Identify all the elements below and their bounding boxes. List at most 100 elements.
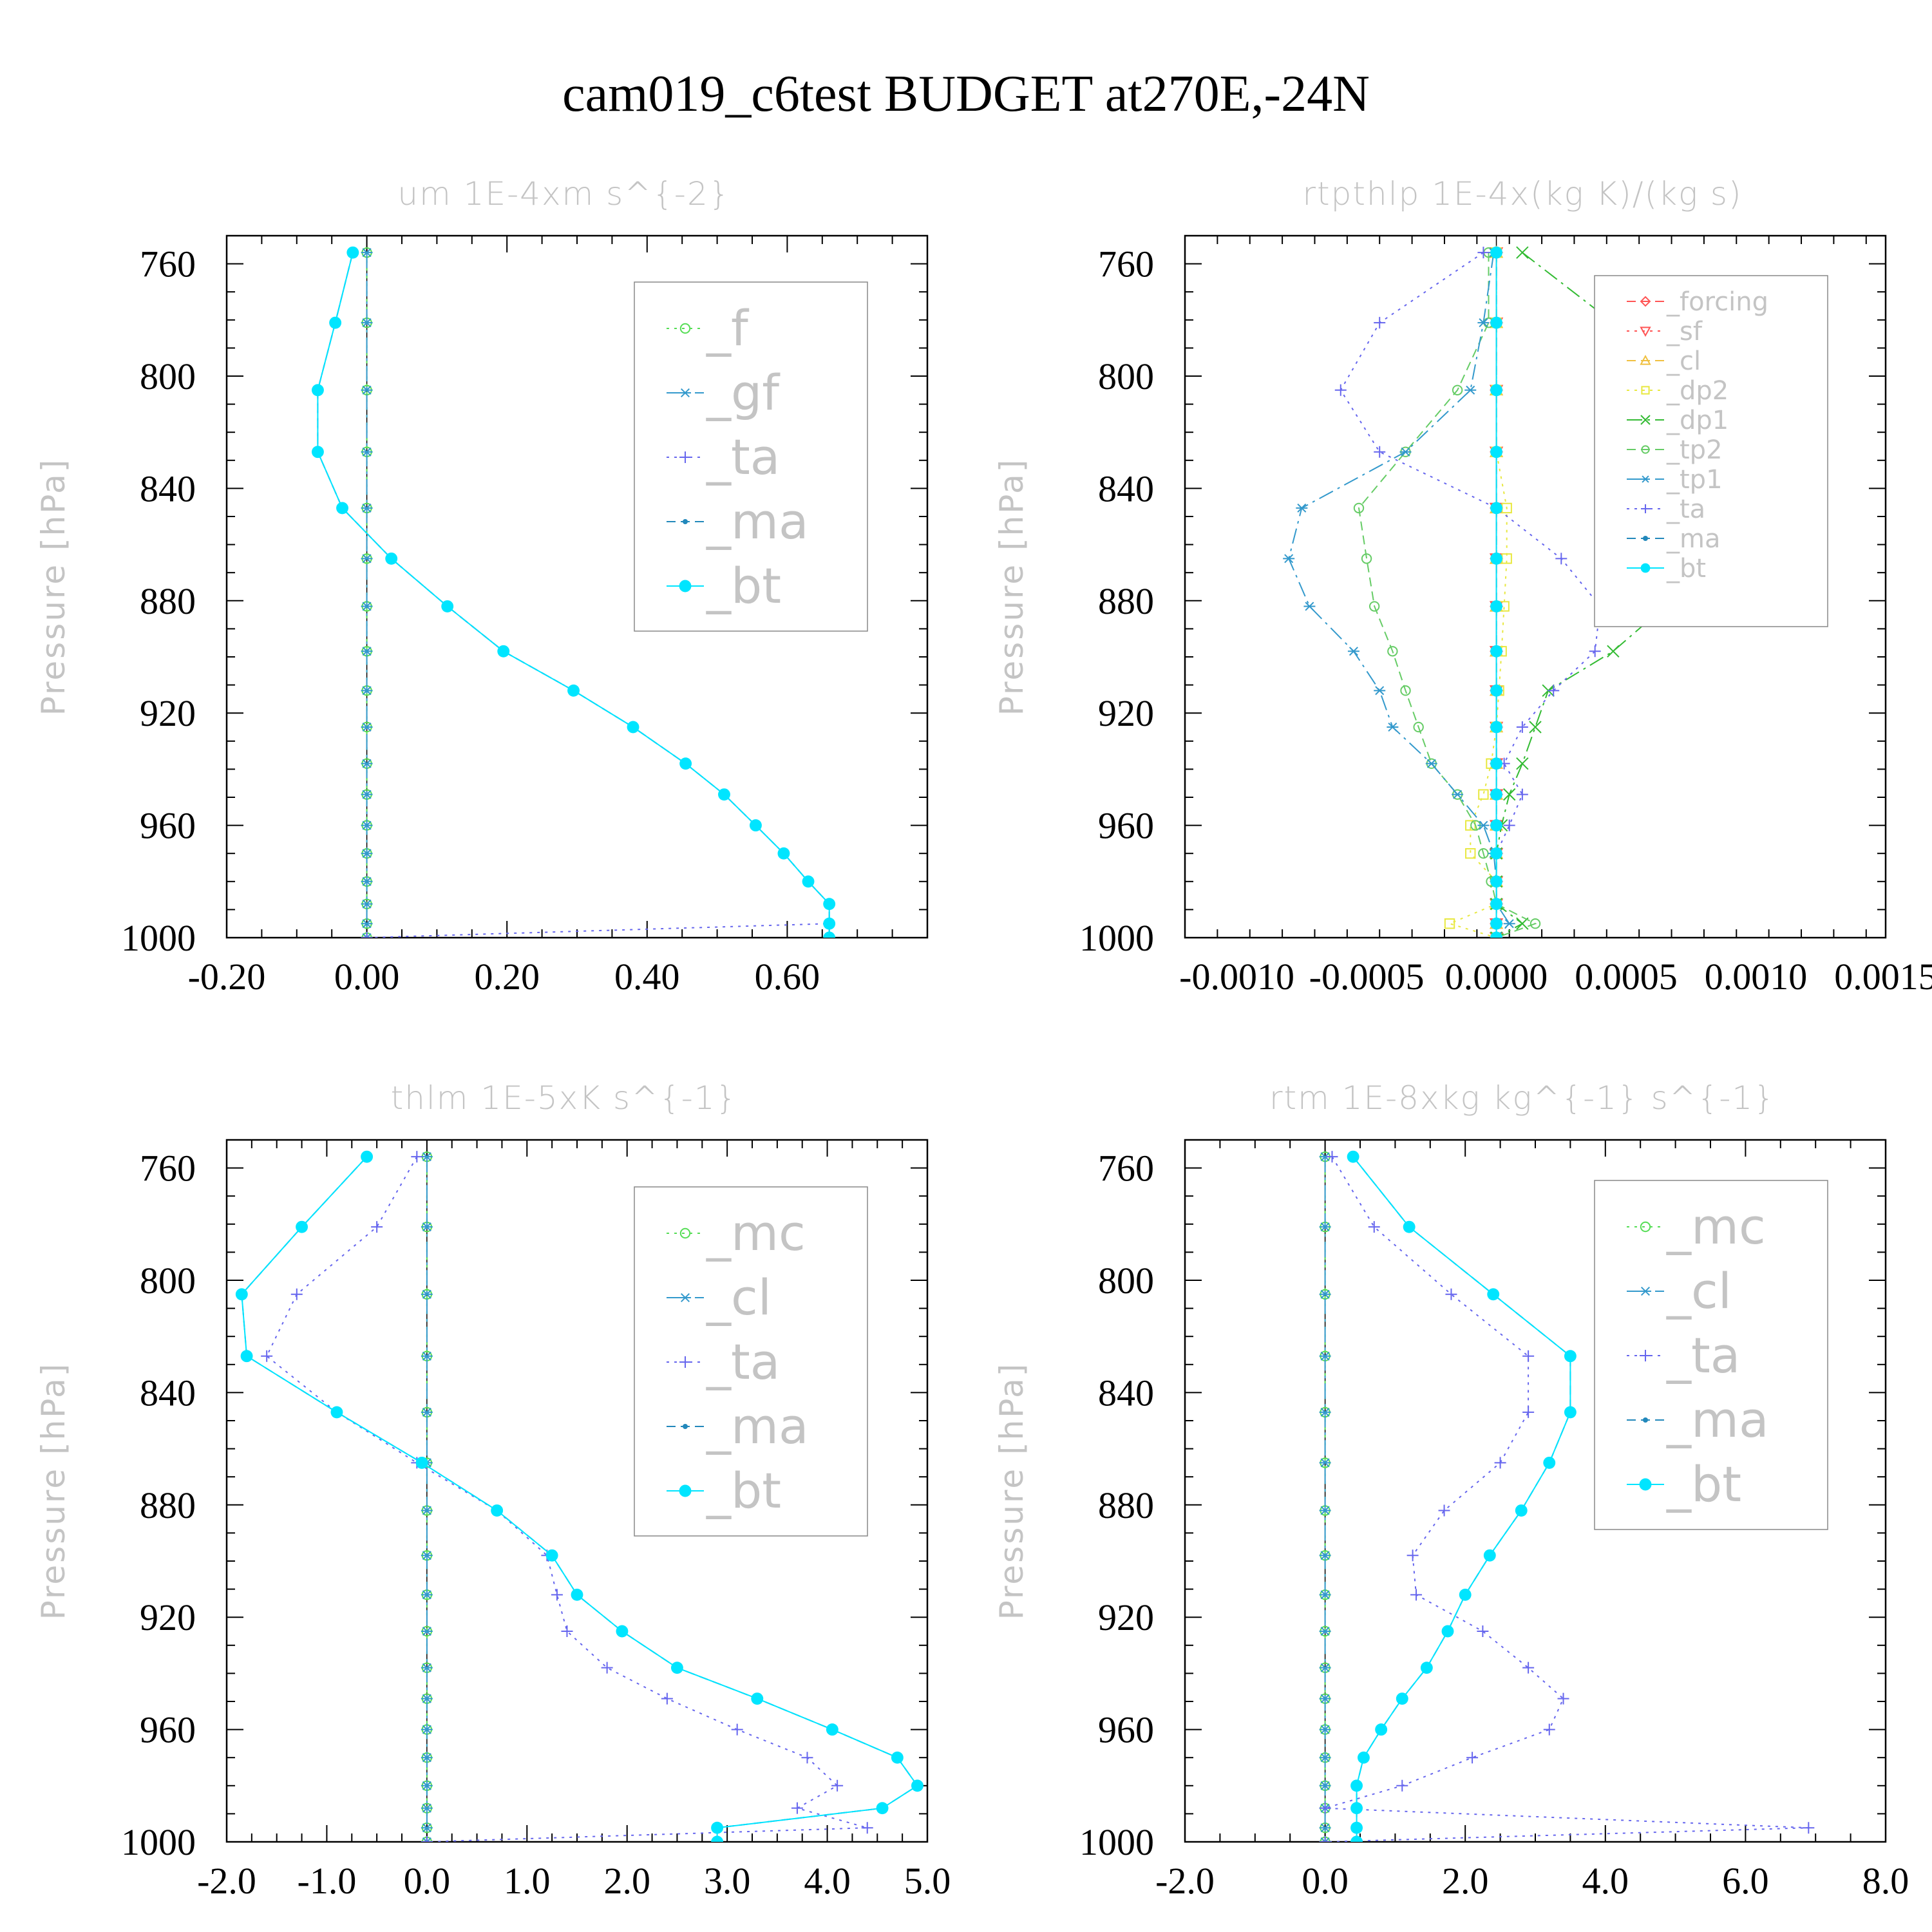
data-point xyxy=(1374,686,1386,696)
y-tick-label: 880 xyxy=(1098,1484,1154,1526)
data-point xyxy=(1465,848,1476,859)
data-point xyxy=(1319,1836,1331,1842)
data-point xyxy=(1466,1752,1479,1764)
legend-item: _dp2 xyxy=(1627,376,1728,406)
data-point xyxy=(361,385,373,395)
data-point xyxy=(1490,757,1503,770)
data-point xyxy=(1490,875,1503,888)
data-point xyxy=(711,1821,724,1834)
legend-item: _sf xyxy=(1627,317,1703,346)
legend-item: _f xyxy=(667,299,750,357)
data-point xyxy=(1490,898,1503,911)
legend-item: _ma xyxy=(1627,524,1720,554)
data-point xyxy=(415,1456,428,1469)
data-point xyxy=(1515,1504,1528,1517)
data-point xyxy=(1303,601,1316,611)
data-point xyxy=(1452,384,1463,395)
data-point xyxy=(1490,446,1503,459)
data-point xyxy=(361,932,373,938)
y-axis-label: Pressure [hPa] xyxy=(35,458,72,716)
legend-item: _mc xyxy=(1627,1198,1766,1255)
data-point xyxy=(1319,1551,1331,1560)
data-point xyxy=(1529,721,1542,734)
series-ma xyxy=(1350,1154,1573,1842)
data-point xyxy=(802,875,815,888)
series-bt xyxy=(1490,246,1503,938)
data-point xyxy=(823,898,836,911)
x-tick-label: -1.0 xyxy=(298,1860,357,1902)
data-point xyxy=(791,1802,803,1814)
data-point xyxy=(1607,645,1620,658)
data-point xyxy=(1487,1288,1500,1301)
data-point xyxy=(421,1781,433,1790)
data-point xyxy=(371,1221,383,1233)
x-tick-label: -0.20 xyxy=(188,956,266,998)
y-tick-label: 960 xyxy=(140,805,196,847)
x-tick-label: 4.0 xyxy=(804,1860,851,1902)
x-tick-label: -2.0 xyxy=(1155,1860,1215,1902)
series-line xyxy=(1352,1156,1571,1842)
chart-panel-4: rtm 1E-8xkg kg^{-1} s^{-1} Pressure [hPa]… xyxy=(993,1079,1909,1902)
data-point xyxy=(1490,502,1503,515)
data-point xyxy=(823,917,836,930)
legend-item: _ma xyxy=(1627,1391,1769,1448)
data-point xyxy=(240,1350,253,1363)
data-point xyxy=(1522,1662,1535,1674)
legend-item: _bt xyxy=(1627,554,1706,583)
data-point xyxy=(1283,554,1295,564)
data-point xyxy=(361,503,373,513)
data-point xyxy=(421,1837,433,1842)
x-tick-label: 0.60 xyxy=(755,956,820,998)
data-point xyxy=(1490,384,1503,397)
data-point xyxy=(1548,685,1560,697)
data-point xyxy=(718,788,730,801)
data-point xyxy=(296,1220,308,1233)
data-point xyxy=(731,1723,743,1736)
data-point xyxy=(1368,601,1380,612)
data-point xyxy=(1319,1458,1331,1468)
data-point xyxy=(1452,790,1464,799)
legend-label: _gf xyxy=(706,364,781,421)
data-point xyxy=(311,446,324,459)
series-gf xyxy=(361,248,373,938)
data-point xyxy=(1319,1506,1331,1515)
x-tick-label: -0.0010 xyxy=(1179,956,1294,998)
y-tick-label: 880 xyxy=(140,580,196,622)
data-point xyxy=(876,1802,889,1815)
series-ta xyxy=(1334,247,1606,938)
data-point xyxy=(421,1753,433,1763)
plot-area xyxy=(1283,245,1827,938)
data-point xyxy=(1319,1753,1331,1763)
y-tick-label: 800 xyxy=(140,1260,196,1302)
data-point xyxy=(670,1662,683,1674)
x-tick-label: 0.00 xyxy=(334,956,400,998)
data-point xyxy=(616,1625,629,1638)
data-point xyxy=(1357,1751,1370,1764)
series-line xyxy=(1288,252,1510,938)
data-point xyxy=(1319,1407,1331,1417)
data-point xyxy=(361,248,373,258)
legend-label: _dp1 xyxy=(1666,406,1728,435)
data-point xyxy=(1464,385,1477,395)
data-point xyxy=(1477,1625,1489,1637)
data-point xyxy=(545,1549,558,1562)
data-point xyxy=(1347,1150,1359,1163)
data-point xyxy=(1516,757,1529,770)
data-point xyxy=(361,876,373,886)
x-tick-label: 3.0 xyxy=(704,1860,751,1902)
legend-label: _tp2 xyxy=(1666,435,1723,465)
legend-label: _bt xyxy=(706,1462,781,1519)
data-point xyxy=(1445,1288,1457,1300)
legend: _mc _cl _ta _ma _bt xyxy=(634,1186,868,1537)
data-point xyxy=(1477,820,1490,830)
data-point xyxy=(1334,384,1347,396)
legend-item: _dp1 xyxy=(1627,406,1728,435)
series-line xyxy=(1352,1156,1571,1842)
series-tp1 xyxy=(1283,248,1515,938)
legend-item: _ma xyxy=(667,493,809,550)
legend-label: _ma xyxy=(706,1397,809,1455)
y-tick-label: 880 xyxy=(140,1484,196,1526)
data-point xyxy=(1543,1456,1556,1469)
series-dp2 xyxy=(1444,247,1512,938)
